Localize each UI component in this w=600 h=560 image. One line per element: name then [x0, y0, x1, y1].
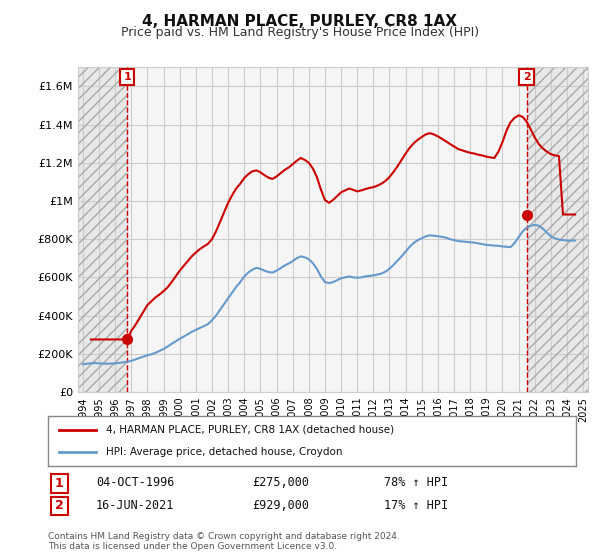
Text: 1: 1 [124, 72, 131, 82]
Text: 2: 2 [523, 72, 530, 82]
Text: 4, HARMAN PLACE, PURLEY, CR8 1AX: 4, HARMAN PLACE, PURLEY, CR8 1AX [143, 14, 458, 29]
Bar [78, 67, 127, 392]
Text: 2: 2 [55, 500, 64, 512]
Text: £929,000: £929,000 [252, 498, 309, 512]
Bar [527, 67, 588, 392]
Bar [78, 67, 127, 392]
Text: 04-OCT-1996: 04-OCT-1996 [96, 476, 175, 489]
Text: £275,000: £275,000 [252, 476, 309, 489]
Text: 4, HARMAN PLACE, PURLEY, CR8 1AX (detached house): 4, HARMAN PLACE, PURLEY, CR8 1AX (detach… [106, 424, 394, 435]
Text: 1: 1 [55, 477, 64, 490]
Text: Price paid vs. HM Land Registry's House Price Index (HPI): Price paid vs. HM Land Registry's House … [121, 26, 479, 39]
Text: 78% ↑ HPI: 78% ↑ HPI [384, 476, 448, 489]
Bar [527, 67, 588, 392]
Text: HPI: Average price, detached house, Croydon: HPI: Average price, detached house, Croy… [106, 447, 343, 457]
Text: 17% ↑ HPI: 17% ↑ HPI [384, 498, 448, 512]
Text: 16-JUN-2021: 16-JUN-2021 [96, 498, 175, 512]
Text: Contains HM Land Registry data © Crown copyright and database right 2024.
This d: Contains HM Land Registry data © Crown c… [48, 532, 400, 552]
